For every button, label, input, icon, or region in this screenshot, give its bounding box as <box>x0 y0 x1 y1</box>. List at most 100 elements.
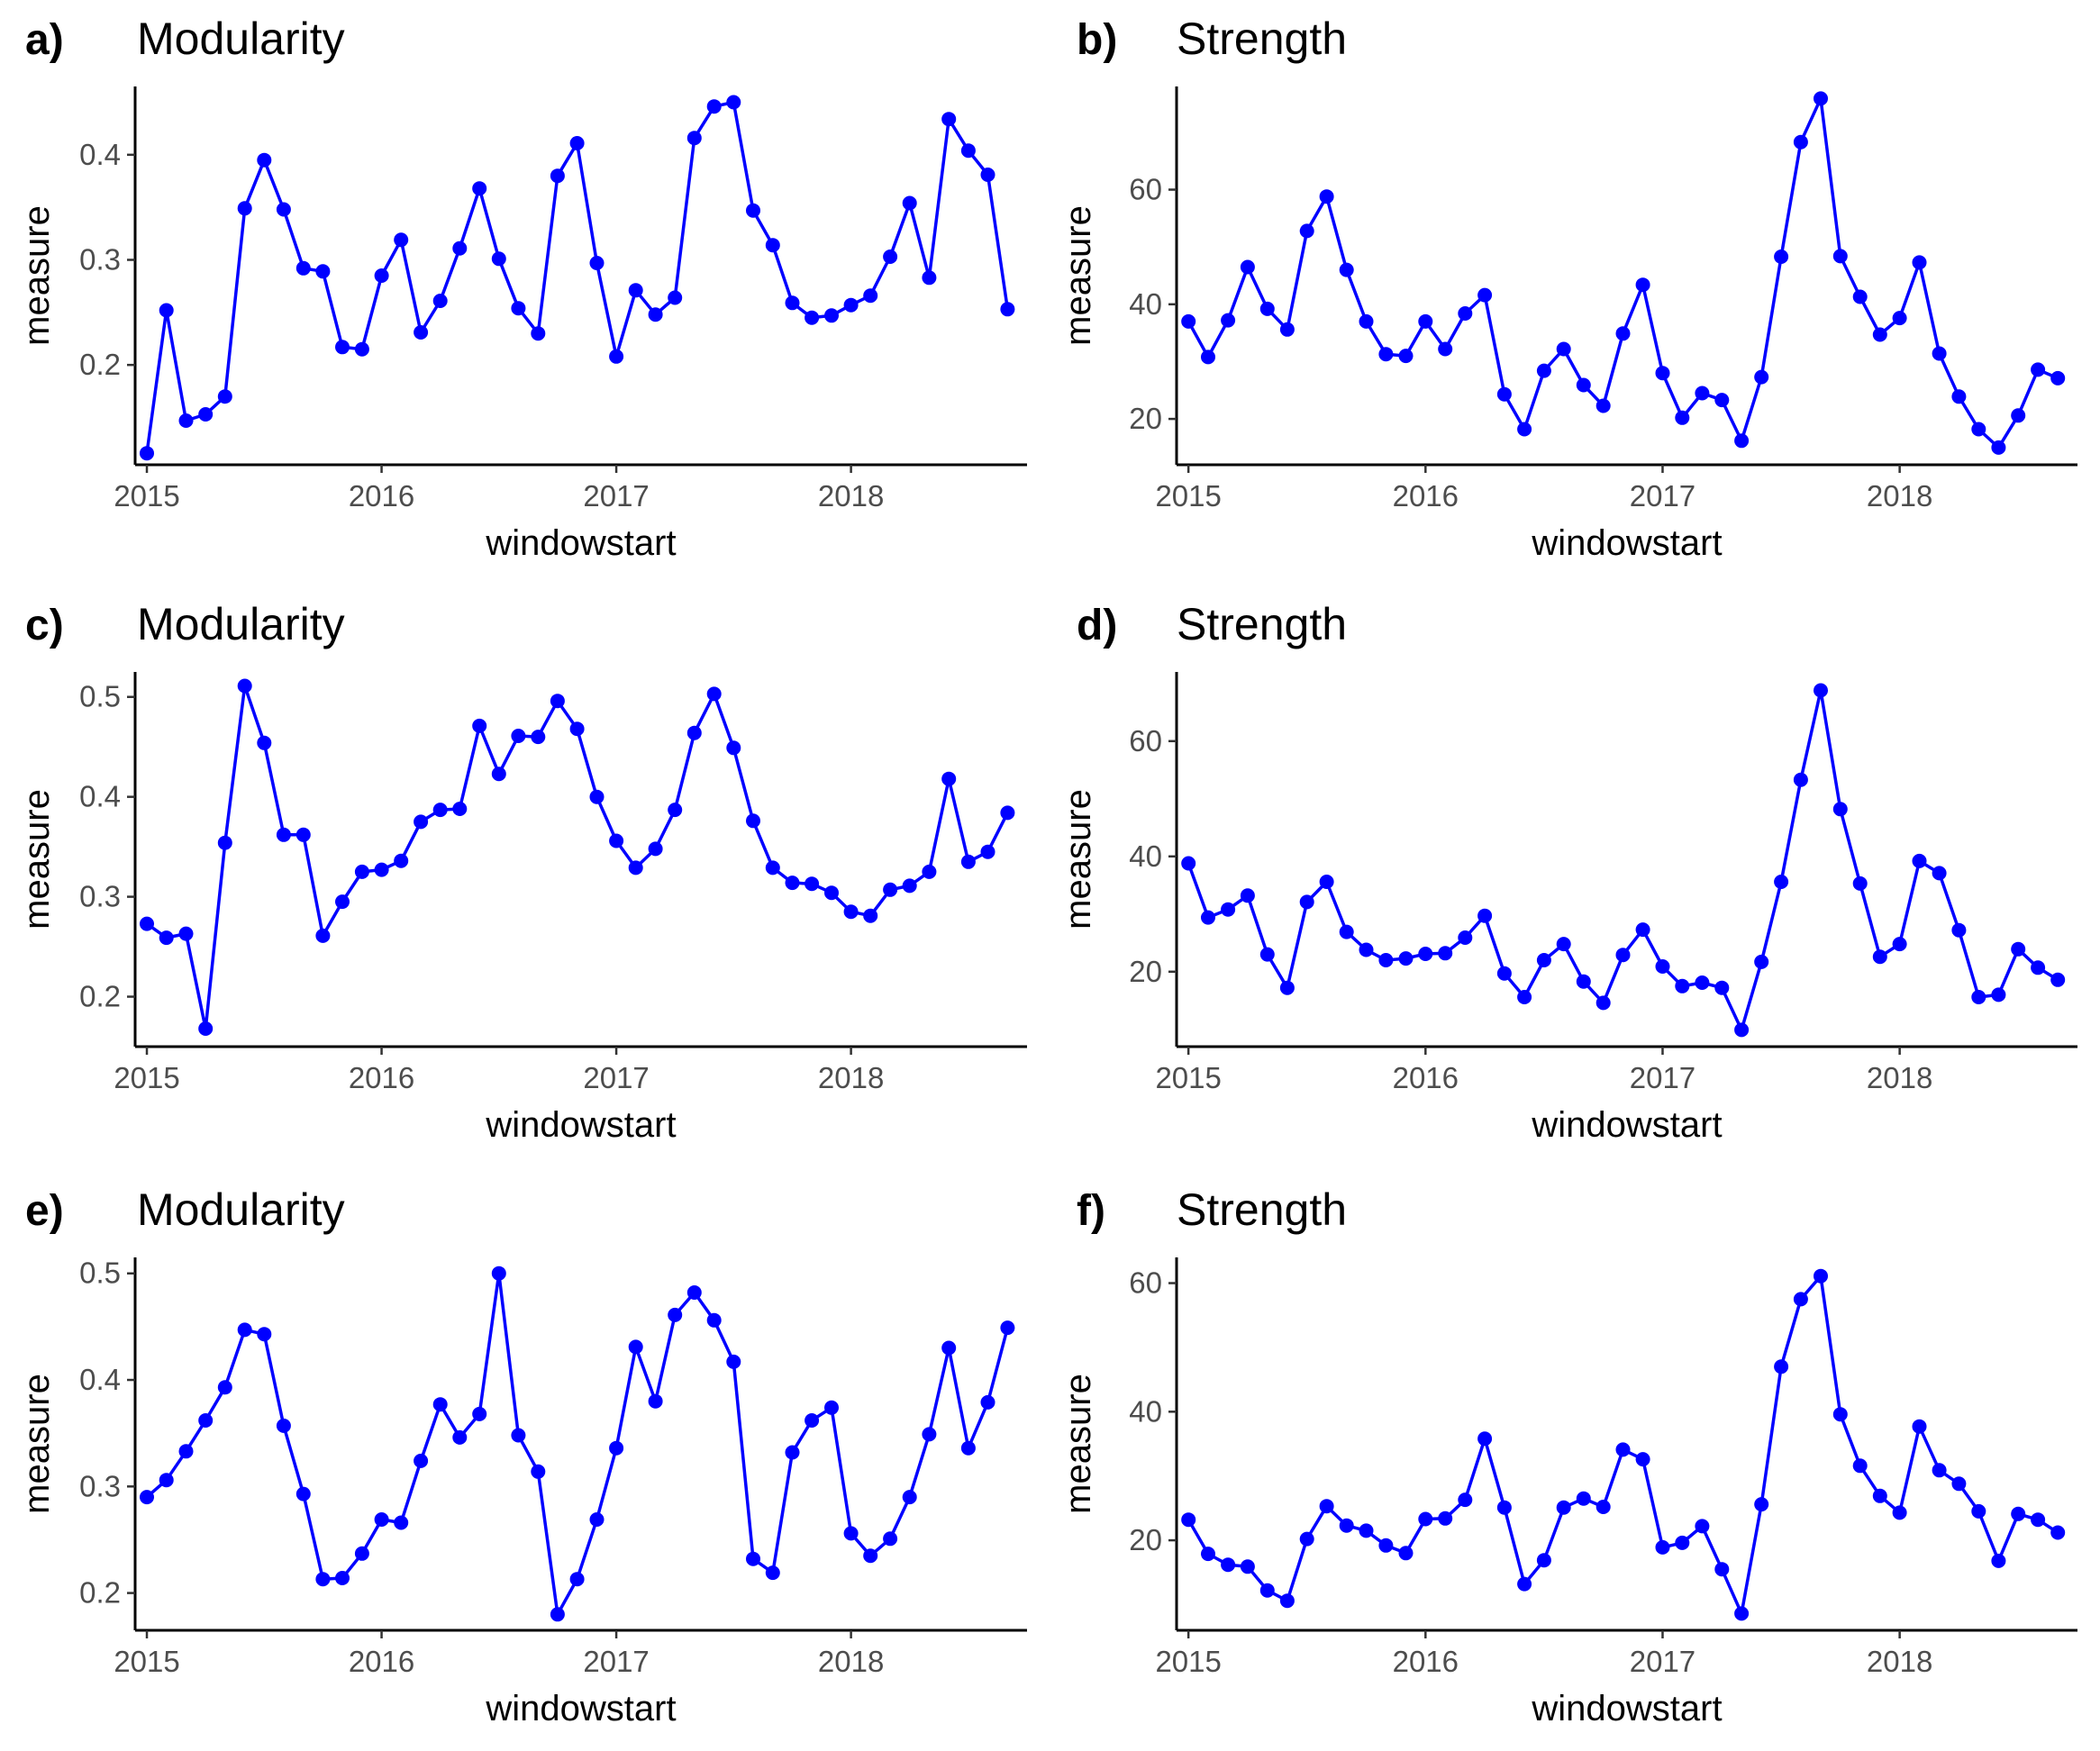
data-point <box>354 341 369 357</box>
data-point <box>198 1021 214 1036</box>
data-point <box>1378 953 1394 967</box>
x-tick-label: 2018 <box>1867 479 1932 513</box>
data-point <box>2011 1506 2026 1521</box>
data-point <box>1201 910 1215 925</box>
data-point <box>589 789 605 804</box>
data-point <box>883 249 898 264</box>
data-point <box>2011 941 2026 957</box>
data-point <box>569 721 585 737</box>
data-point <box>354 864 369 879</box>
data-point <box>511 729 526 743</box>
data-point <box>980 844 995 859</box>
data-point <box>746 203 760 218</box>
data-point <box>1852 876 1868 891</box>
data-point <box>432 294 448 308</box>
y-tick-label: 0.3 <box>79 880 121 913</box>
y-tick-label: 0.3 <box>79 243 121 277</box>
data-point <box>1615 1442 1631 1457</box>
data-point <box>1814 683 1828 698</box>
data-point <box>805 1413 820 1428</box>
data-point <box>1754 1497 1769 1512</box>
data-point <box>1378 347 1394 362</box>
data-point <box>414 1453 429 1468</box>
data-point <box>374 862 389 877</box>
data-point <box>843 1526 859 1541</box>
data-point <box>198 407 214 422</box>
panel-label: d) <box>1077 602 1117 649</box>
data-point <box>1279 1593 1295 1609</box>
data-point <box>140 916 154 931</box>
data-point <box>1655 366 1670 381</box>
data-point <box>2050 972 2066 987</box>
y-tick-label: 40 <box>1129 1394 1162 1428</box>
y-axis-title: measure <box>1059 789 1098 930</box>
data-point <box>1695 1519 1710 1534</box>
x-tick-label: 2017 <box>583 1061 649 1094</box>
data-point <box>1615 326 1631 341</box>
data-point <box>902 1490 917 1505</box>
x-axis-title: windowstart <box>1531 523 1722 563</box>
data-point <box>1240 259 1255 275</box>
panel-label: c) <box>25 602 64 649</box>
data-point <box>980 1394 995 1410</box>
data-point <box>569 1572 585 1587</box>
data-point <box>295 260 311 276</box>
x-tick-label: 2017 <box>1630 479 1695 513</box>
x-tick-label: 2018 <box>1867 1645 1932 1678</box>
data-point <box>472 718 487 733</box>
x-tick-label: 2015 <box>114 479 179 513</box>
data-point <box>1872 327 1887 342</box>
chart-title: Modularity <box>137 14 345 64</box>
panel-label: f) <box>1077 1187 1105 1235</box>
data-point <box>668 1307 683 1322</box>
data-point <box>1714 393 1730 408</box>
data-point <box>452 240 468 256</box>
data-point <box>1181 313 1196 329</box>
data-point <box>1576 974 1591 989</box>
y-tick-label: 40 <box>1129 839 1162 873</box>
data-point <box>1378 1538 1394 1553</box>
data-point <box>1951 1476 1967 1492</box>
y-tick-label: 0.4 <box>79 138 121 171</box>
data-point <box>1595 398 1611 413</box>
y-tick-label: 60 <box>1129 724 1162 758</box>
data-point <box>335 340 350 355</box>
chart-title: Strength <box>1177 1184 1347 1235</box>
data-point <box>1556 341 1571 357</box>
chart-title: Strength <box>1177 599 1347 649</box>
data-point <box>609 833 624 848</box>
data-point <box>863 1548 878 1564</box>
data-point <box>276 202 291 217</box>
series-line <box>145 100 1010 454</box>
data-point <box>295 827 311 842</box>
data-point <box>2050 1525 2066 1540</box>
data-point <box>941 771 957 786</box>
data-point <box>257 1327 272 1342</box>
data-point <box>550 168 565 184</box>
data-point <box>140 446 154 461</box>
data-point <box>1832 1407 1848 1422</box>
data-point <box>1595 995 1611 1011</box>
y-tick-label: 20 <box>1129 402 1162 435</box>
data-point <box>452 802 468 816</box>
data-point <box>785 1445 800 1460</box>
panel-label: b) <box>1077 16 1117 64</box>
data-point <box>354 1546 369 1561</box>
data-point <box>1971 1503 1986 1519</box>
data-point <box>1714 1562 1730 1577</box>
data-point <box>335 1571 350 1585</box>
x-tick-label: 2015 <box>114 1061 179 1094</box>
data-point <box>1240 1559 1255 1574</box>
y-tick-label: 60 <box>1129 1266 1162 1300</box>
data-point <box>863 908 878 923</box>
y-tick-label: 0.5 <box>79 1257 121 1290</box>
data-point <box>432 803 448 818</box>
data-point <box>941 1340 957 1356</box>
data-point <box>1259 947 1275 962</box>
data-point <box>1971 990 1986 1004</box>
data-point <box>257 152 272 168</box>
x-axis-title: windowstart <box>485 523 676 563</box>
data-point <box>785 295 800 311</box>
data-point <box>1793 1292 1808 1307</box>
data-point <box>824 885 839 901</box>
